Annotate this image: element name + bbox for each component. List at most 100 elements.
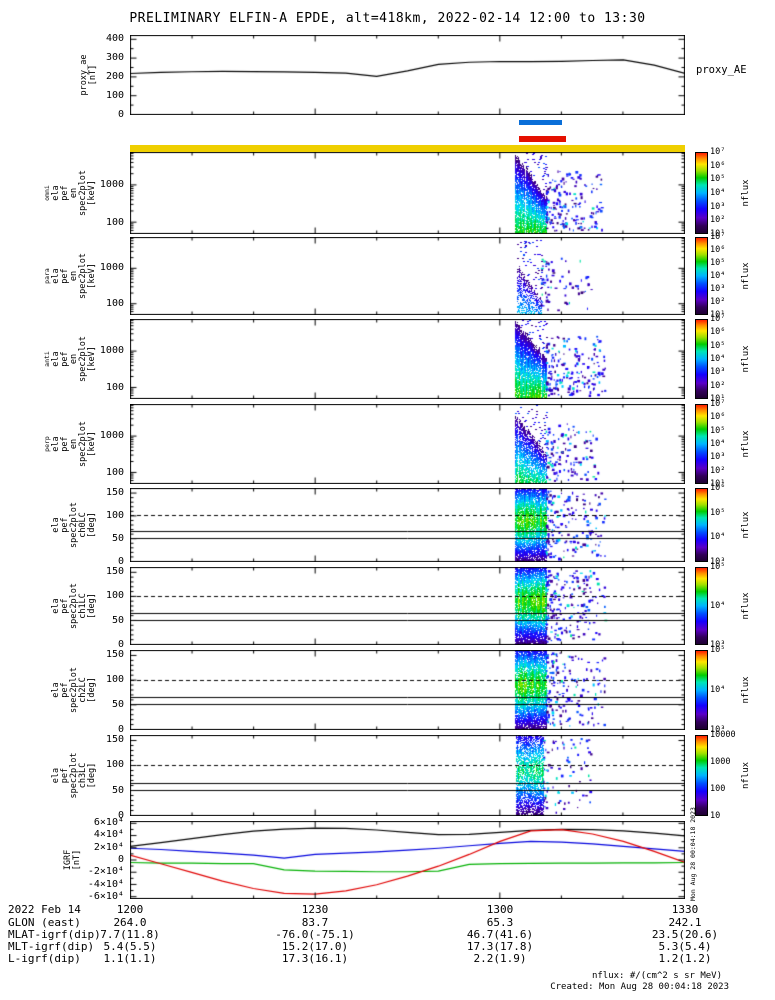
- pa_ch3-cbtick-0: 10000: [710, 730, 736, 740]
- pa_ch1-colorbar-units: nflux: [741, 592, 751, 620]
- en_anti-colorbar-units: nflux: [741, 345, 751, 373]
- pa_ch2-ylabel: ela pef spec2plot ch2LC [deg]: [51, 666, 97, 714]
- en_perp-ytick-100: 100: [105, 466, 124, 478]
- pa_ch0-ytick-150: 150: [105, 486, 124, 498]
- en_para-colorbar-units: nflux: [741, 262, 751, 290]
- pa_ch2-panel: [130, 650, 685, 730]
- igrf-ytick--4×10⁴: -4×10⁴: [87, 878, 124, 890]
- pa_ch3-ylabel: ela pef spec2plot ch3LC [deg]: [51, 752, 97, 799]
- en_omni-sublabel: omni: [43, 185, 51, 201]
- row-mlat-value-3: 23.5(20.6): [651, 928, 719, 941]
- pa_ch2-cbtick-0: 10⁵: [710, 645, 726, 655]
- x-tick-label-0: 1200: [116, 903, 144, 916]
- row-glon-value-3: 242.1: [668, 916, 702, 929]
- igrf-ytick-6×10⁴: 6×10⁴: [93, 816, 124, 828]
- pa_ch0-panel: [130, 488, 685, 562]
- pa_ch3-cbtick-1: 1000: [710, 757, 731, 767]
- pa_ch1-ytick-100: 100: [105, 590, 124, 602]
- en_omni-colorbar-units: nflux: [741, 179, 751, 207]
- igrf-ytick--6×10⁴: -6×10⁴: [87, 891, 124, 903]
- en_perp-cbtick-4: 10³: [710, 452, 726, 463]
- en_para-cbtick-4: 10³: [710, 284, 726, 294]
- pa_ch1-cbtick-2: 10³: [710, 640, 726, 650]
- en_perp-cbtick-5: 10²: [710, 465, 726, 476]
- en_perp-sublabel: perp: [43, 436, 51, 452]
- en_perp-cbtick-2: 10⁵: [710, 425, 726, 436]
- en_para-ytick-1000: 1000: [99, 262, 124, 274]
- proxy_ae-ytick-300: 300: [105, 51, 124, 63]
- en_para-cbtick-2: 10⁵: [710, 258, 726, 268]
- pa_ch1-ytick-50: 50: [111, 614, 124, 626]
- plot-title: PRELIMINARY ELFIN-A EPDE, alt=418km, 202…: [129, 11, 646, 26]
- pa_ch2-cbtick-1: 10⁴: [710, 685, 726, 695]
- en_para-cbtick-6: 10¹: [710, 310, 726, 320]
- row-mlt-value-3: 5.3(5.4): [658, 940, 712, 953]
- pa_ch2-ytick-0: 0: [117, 724, 124, 735]
- pa_ch3-ytick-100: 100: [105, 759, 124, 771]
- en_omni-ytick-100: 100: [105, 216, 124, 228]
- row-mlat-label: MLAT-igrf(dip): [8, 928, 101, 941]
- row-l-value-3: 1.2(1.2): [658, 952, 712, 965]
- pa_ch0-colorbar-units: nflux: [741, 511, 751, 539]
- en_perp-cbtick-0: 10⁷: [710, 399, 726, 409]
- en_perp-ytick-1000: 1000: [99, 430, 124, 441]
- pa_ch1-panel: [130, 567, 685, 645]
- en_anti-ytick-1000: 1000: [99, 345, 124, 356]
- science-zone-bar-blue: [518, 120, 562, 125]
- en_omni-cbtick-4: 10³: [710, 201, 726, 212]
- quality-flag-bar: [130, 145, 685, 152]
- proxy-ae-right-label: proxy_AE: [696, 64, 747, 76]
- pa_ch0-ylabel: ela pef spec2plot ch0LC [deg]: [51, 501, 97, 549]
- en_anti-cbtick-1: 10⁶: [710, 327, 726, 338]
- en_anti-panel: [130, 319, 685, 399]
- pa_ch0-ytick-100: 100: [105, 509, 124, 521]
- en_anti-cbtick-5: 10²: [710, 380, 726, 391]
- en_omni-cbtick-1: 10⁶: [710, 160, 726, 171]
- en_anti-cbtick-0: 10⁷: [710, 314, 726, 324]
- x-tick-label-2: 1300: [486, 903, 514, 916]
- en_omni-cbtick-0: 10⁷: [710, 147, 726, 157]
- en_anti-ytick-100: 100: [105, 381, 124, 393]
- pa_ch1-ytick-0: 0: [117, 639, 124, 650]
- footer-date: 2022 Feb 14: [8, 903, 81, 916]
- x-tick-label-3: 1330: [671, 903, 699, 916]
- en_perp-cbtick-6: 10¹: [710, 479, 726, 489]
- row-glon-value-2: 65.3: [486, 916, 514, 929]
- en_omni-cbtick-3: 10⁴: [710, 188, 726, 198]
- en_omni-cbtick-2: 10⁵: [710, 174, 726, 185]
- proxy_ae-ytick-400: 400: [105, 32, 124, 44]
- pa_ch0-colorbar: [695, 488, 708, 562]
- row-glon-value-1: 83.7: [301, 916, 329, 929]
- en_para-ytick-100: 100: [105, 298, 124, 310]
- pa_ch3-ytick-0: 0: [117, 810, 124, 821]
- row-glon-label: GLON (east): [8, 916, 81, 929]
- pa_ch1-ytick-150: 150: [105, 565, 124, 577]
- pa_ch2-colorbar-units: nflux: [741, 676, 751, 704]
- pa_ch1-cbtick-0: 10⁵: [710, 562, 726, 572]
- en_omni-cbtick-6: 10¹: [710, 229, 726, 239]
- pa_ch2-colorbar: [695, 650, 708, 730]
- pa_ch0-cbtick-3: 10³: [710, 557, 726, 567]
- pa_ch3-ytick-50: 50: [111, 784, 124, 796]
- en_para-cbtick-0: 10⁷: [710, 232, 726, 242]
- igrf-ytick-0: 0: [117, 854, 124, 865]
- pa_ch1-ylabel: ela pef spec2plot ch1LC [deg]: [51, 582, 97, 630]
- row-mlt-label: MLT-igrf(dip): [8, 940, 95, 953]
- nflux-units-note: nflux: #/(cm^2 s sr MeV): [591, 971, 722, 981]
- pa_ch3-ytick-150: 150: [105, 734, 124, 746]
- en_para-cbtick-1: 10⁶: [710, 245, 726, 255]
- en_anti-colorbar: [695, 319, 708, 399]
- en_omni-ytick-1000: 1000: [99, 178, 124, 190]
- en_perp-cbtick-3: 10⁴: [710, 439, 726, 449]
- proxy_ae-panel: [130, 35, 685, 115]
- pa_ch1-cbtick-1: 10⁴: [710, 601, 726, 611]
- en_para-sublabel: para: [43, 268, 51, 284]
- row-l-label: L-igrf(dip): [8, 952, 81, 965]
- igrf-ytick-2×10⁴: 2×10⁴: [93, 841, 124, 853]
- proxy_ae-ytick-200: 200: [105, 70, 124, 82]
- pa_ch3-cbtick-2: 100: [710, 784, 726, 794]
- created-timestamp: Created: Mon Aug 28 00:04:18 2023: [550, 982, 729, 992]
- en_omni-panel: [130, 152, 685, 234]
- pa_ch3-colorbar: [695, 735, 708, 816]
